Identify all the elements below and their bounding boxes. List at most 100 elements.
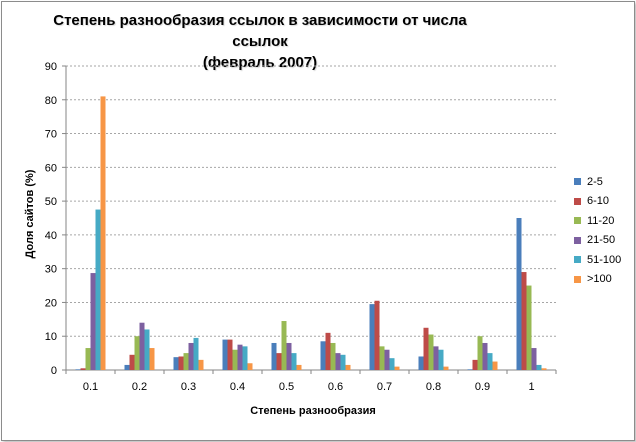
legend-label: 51-100	[587, 253, 622, 266]
bar	[198, 359, 204, 370]
bar	[521, 272, 527, 370]
bar	[467, 369, 473, 370]
bar	[423, 327, 429, 370]
bar	[193, 337, 199, 370]
bar	[90, 273, 96, 370]
bar	[149, 348, 155, 370]
bar	[526, 285, 532, 370]
bar	[242, 346, 248, 370]
bar	[183, 353, 189, 370]
legend-label: 2-5	[587, 175, 603, 188]
bar	[144, 329, 150, 370]
legend-label: 6-10	[587, 195, 610, 208]
bar	[232, 349, 238, 370]
bar	[296, 364, 302, 370]
bar	[320, 341, 326, 370]
bar	[178, 356, 184, 370]
y-tick-label: 50	[45, 196, 57, 208]
bar	[139, 322, 145, 370]
bar	[369, 304, 375, 370]
x-axis-title: Степень разнообразия	[250, 405, 376, 417]
x-tick-label: 0.7	[377, 381, 392, 393]
bar	[443, 366, 449, 370]
legend-swatch	[574, 256, 581, 264]
bar	[516, 218, 522, 370]
bar	[374, 300, 380, 370]
bar	[384, 349, 390, 370]
bar	[438, 349, 444, 370]
bar	[433, 346, 439, 370]
x-tick-label: 0.9	[475, 381, 490, 393]
bar	[75, 369, 81, 370]
y-axis-title: Доля сайтов (%)	[24, 169, 36, 258]
legend-swatch	[574, 178, 581, 186]
bar	[291, 353, 297, 370]
y-tick-label: 90	[45, 61, 57, 73]
bar	[340, 354, 346, 370]
bar	[247, 363, 253, 370]
bar	[271, 342, 277, 370]
bar	[95, 209, 101, 370]
bar	[541, 368, 547, 370]
bar	[134, 336, 140, 370]
bar	[379, 346, 385, 370]
chart-title: Степень разнообразия ссылок в зависимост…	[40, 10, 480, 73]
legend-swatch	[574, 275, 581, 283]
chart-title-line2: (февраль 2007)	[202, 54, 318, 71]
y-tick-label: 60	[45, 162, 57, 174]
x-tick-label: 0.4	[230, 381, 245, 393]
bar	[124, 364, 130, 370]
bar	[418, 356, 424, 370]
legend-item: 21-50	[574, 231, 621, 251]
bar	[335, 353, 341, 370]
bar	[477, 336, 483, 370]
bar	[531, 348, 537, 370]
legend-label: 21-50	[587, 234, 616, 247]
y-tick-label: 20	[45, 297, 57, 309]
bar	[325, 332, 331, 370]
y-tick-label: 70	[45, 129, 57, 141]
legend-swatch	[574, 197, 581, 205]
x-tick-label: 0.2	[132, 381, 147, 393]
bar	[487, 353, 493, 370]
x-tick-label: 0.5	[279, 381, 294, 393]
x-tick-label: 0.3	[181, 381, 196, 393]
legend-label: 11-20	[587, 214, 615, 227]
legend-item: >100	[574, 270, 621, 290]
bar	[492, 361, 498, 370]
bar	[428, 334, 434, 370]
y-tick-label: 10	[45, 331, 57, 343]
bar	[237, 344, 243, 370]
bar	[129, 354, 135, 370]
y-tick-label: 0	[51, 365, 57, 377]
bar	[188, 342, 194, 370]
bar	[80, 368, 86, 370]
legend-item: 6-10	[574, 192, 621, 212]
bar	[85, 348, 91, 370]
chart-title-line1: Степень разнообразия ссылок в зависимост…	[53, 12, 467, 50]
y-tick-label: 80	[45, 95, 57, 107]
bar	[227, 339, 233, 370]
x-tick-label: 0.1	[83, 381, 98, 393]
bar	[276, 353, 282, 370]
x-tick-label: 0.6	[328, 381, 343, 393]
bar	[173, 357, 179, 370]
legend-item: 2-5	[574, 172, 621, 192]
y-tick-label: 40	[45, 230, 57, 242]
legend-item: 11-20	[574, 211, 621, 231]
bar	[345, 364, 351, 370]
bar	[394, 366, 400, 370]
chart-legend: 2-5 6-10 11-20 21-50 51-100 >100	[574, 172, 621, 289]
legend-item: 51-100	[574, 250, 621, 270]
bar	[536, 364, 542, 370]
x-tick-label: 0.8	[426, 381, 441, 393]
legend-swatch	[574, 217, 581, 225]
y-tick-label: 30	[45, 264, 57, 276]
x-tick-label: 1	[528, 381, 534, 393]
bar	[472, 359, 478, 370]
bar	[100, 96, 106, 371]
bar	[281, 321, 287, 370]
bar	[222, 339, 228, 370]
bar	[389, 358, 395, 370]
